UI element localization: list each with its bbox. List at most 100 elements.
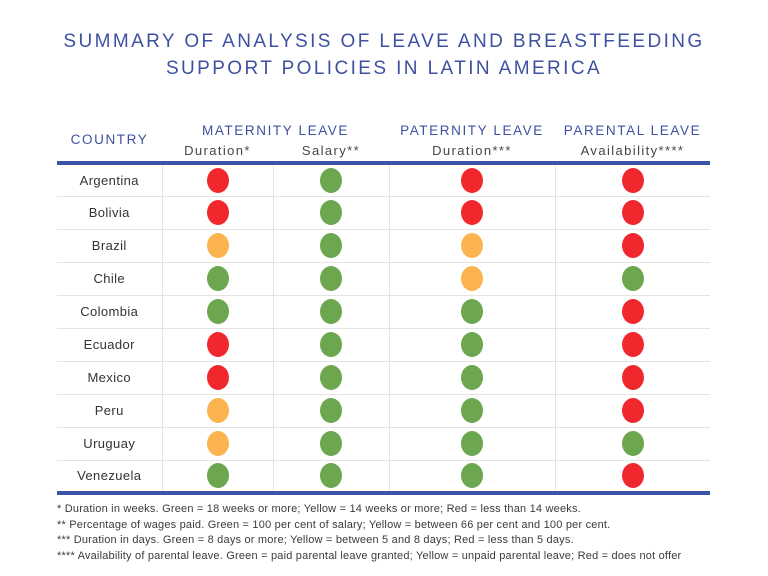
- footnote-parental-availability: **** Availability of parental leave. Gre…: [57, 549, 682, 562]
- page-title-line2: SUPPORT POLICIES IN LATIN AMERICA: [165, 58, 603, 79]
- yellow-status-dot: [461, 266, 483, 291]
- green-status-dot: [621, 266, 644, 291]
- country-label: Bolivia: [57, 196, 162, 230]
- red-status-dot: [621, 365, 644, 390]
- status-cell: [554, 163, 710, 197]
- status-cell: [388, 361, 555, 395]
- green-status-dot: [320, 365, 342, 390]
- red-status-dot: [621, 200, 644, 225]
- status-cell: [161, 196, 273, 230]
- yellow-status-dot: [206, 431, 229, 456]
- green-status-dot: [461, 431, 483, 456]
- column-group-parental-leave: PARENTAL LEAVE: [563, 123, 702, 138]
- red-status-dot: [206, 200, 229, 225]
- green-status-dot: [320, 398, 342, 423]
- red-status-dot: [206, 167, 229, 193]
- green-status-dot: [461, 365, 483, 390]
- country-label: Peru: [57, 394, 162, 428]
- status-cell: [388, 295, 555, 329]
- red-status-dot: [461, 167, 483, 193]
- status-cell: [161, 460, 273, 495]
- country-label: Brazil: [57, 229, 162, 263]
- column-header-maternity-salary: Salary**: [273, 140, 389, 165]
- yellow-status-dot: [206, 398, 229, 423]
- footnotes: * Duration in weeks. Green = 18 weeks or…: [57, 502, 768, 564]
- red-status-dot: [206, 332, 229, 357]
- status-cell: [554, 262, 710, 296]
- footnote-paternity-duration: *** Duration in days. Green = 8 days or …: [57, 534, 574, 546]
- status-cell: [161, 394, 273, 428]
- green-status-dot: [320, 332, 342, 357]
- status-cell: [272, 460, 389, 495]
- status-cell: [554, 394, 710, 428]
- column-header-paternity-duration: Duration***: [389, 140, 555, 165]
- status-cell: [554, 229, 710, 263]
- table-row: Chile: [57, 262, 710, 296]
- green-status-dot: [206, 299, 229, 324]
- sub-header-row: Duration* Salary** Duration*** Availabil…: [57, 140, 710, 165]
- green-status-dot: [320, 431, 342, 456]
- status-cell: [161, 229, 273, 263]
- country-label: Colombia: [57, 295, 162, 329]
- red-status-dot: [621, 332, 644, 357]
- status-cell: [272, 262, 389, 296]
- table-row: Mexico: [57, 361, 710, 395]
- country-label: Argentina: [57, 163, 162, 197]
- table-row: Argentina: [57, 163, 710, 197]
- table-row: Colombia: [57, 295, 710, 329]
- table-row: Peru: [57, 394, 710, 428]
- status-cell: [272, 163, 389, 197]
- country-label: Chile: [57, 262, 162, 296]
- green-status-dot: [320, 463, 342, 489]
- status-cell: [388, 229, 555, 263]
- status-cell: [272, 295, 389, 329]
- status-cell: [554, 295, 710, 329]
- green-status-dot: [320, 200, 342, 225]
- red-status-dot: [461, 200, 483, 225]
- footnote-maternity-salary: ** Percentage of wages paid. Green = 100…: [57, 518, 611, 531]
- status-cell: [272, 328, 389, 362]
- status-cell: [388, 262, 555, 296]
- status-cell: [388, 163, 555, 197]
- status-cell: [388, 196, 555, 230]
- page-title: SUMMARY OF ANALYSIS OF LEAVE AND BREASTF…: [0, 0, 768, 82]
- table-row: Venezuela: [57, 460, 710, 495]
- page-title-line1: SUMMARY OF ANALYSIS OF LEAVE AND BREASTF…: [63, 31, 705, 52]
- green-status-dot: [461, 299, 483, 324]
- status-cell: [388, 460, 555, 495]
- green-status-dot: [320, 167, 342, 193]
- column-header-country: COUNTRY: [57, 119, 162, 165]
- status-cell: [554, 460, 710, 495]
- column-header-parental-availability: Availability****: [555, 140, 710, 165]
- table-row: Ecuador: [57, 328, 710, 362]
- status-cell: [272, 394, 389, 428]
- column-header-maternity-duration: Duration*: [162, 140, 273, 165]
- status-cell: [161, 262, 273, 296]
- red-status-dot: [621, 299, 644, 324]
- yellow-status-dot: [461, 233, 483, 258]
- status-cell: [554, 328, 710, 362]
- green-status-dot: [621, 431, 644, 456]
- status-cell: [388, 328, 555, 362]
- table-row: Uruguay: [57, 427, 710, 461]
- column-group-maternity-leave: MATERNITY LEAVE: [201, 123, 350, 138]
- red-status-dot: [206, 365, 229, 390]
- group-header-row: COUNTRY MATERNITY LEAVE PATERNITY LEAVE …: [57, 119, 710, 165]
- policy-table: COUNTRY MATERNITY LEAVE PATERNITY LEAVE …: [57, 119, 710, 495]
- country-label: Ecuador: [57, 328, 162, 362]
- country-label: Mexico: [57, 361, 162, 395]
- green-status-dot: [461, 463, 483, 489]
- green-status-dot: [206, 266, 229, 291]
- yellow-status-dot: [206, 233, 229, 258]
- status-cell: [388, 394, 555, 428]
- country-label: Venezuela: [57, 460, 162, 495]
- footnote-maternity-duration: * Duration in weeks. Green = 18 weeks or…: [57, 503, 581, 515]
- red-status-dot: [621, 233, 644, 258]
- table-header: COUNTRY MATERNITY LEAVE PATERNITY LEAVE …: [57, 119, 710, 165]
- green-status-dot: [320, 266, 342, 291]
- status-cell: [554, 196, 710, 230]
- status-cell: [272, 361, 389, 395]
- status-cell: [554, 361, 710, 395]
- green-status-dot: [461, 332, 483, 357]
